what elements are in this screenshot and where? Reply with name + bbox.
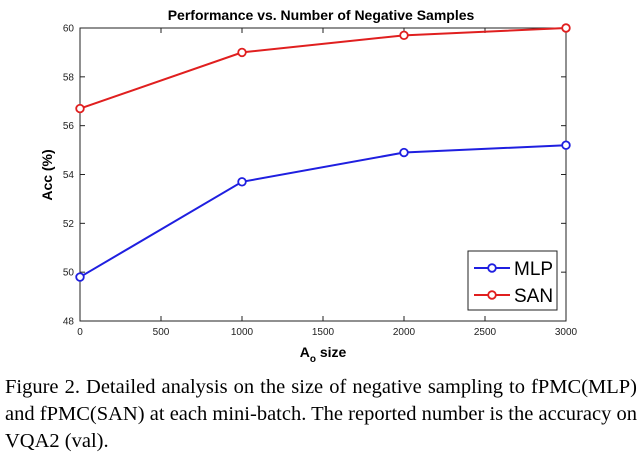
y-tick-label: 60	[63, 24, 75, 35]
data-point-san	[561, 23, 571, 33]
series-line-san	[79, 27, 567, 110]
legend: MLP SAN	[467, 250, 558, 311]
x-tick-label: 500	[153, 327, 170, 338]
data-point-san	[237, 47, 247, 58]
y-tick-label: 54	[63, 170, 75, 181]
chart-title: Performance vs. Number of Negative Sampl…	[168, 7, 475, 23]
y-axis-label: Acc (%)	[39, 149, 55, 200]
x-tick-label: 1000	[231, 327, 254, 338]
data-point-mlp	[399, 147, 409, 158]
x-axis-label: Ao size	[300, 344, 347, 365]
x-tick-label: 3000	[555, 327, 578, 338]
data-point-mlp	[237, 177, 247, 187]
x-tick-label: 1500	[312, 327, 335, 338]
legend-marker-mlp	[487, 263, 497, 273]
data-point-san	[75, 103, 85, 114]
data-point-san	[399, 30, 409, 41]
data-point-mlp	[561, 140, 571, 150]
legend-label-san: SAN	[514, 286, 553, 307]
legend-marker-san	[487, 290, 497, 300]
y-tick-label: 58	[63, 72, 75, 83]
y-tick-label: 50	[63, 268, 75, 279]
x-tick-label: 2000	[393, 327, 416, 338]
data-point-mlp	[75, 272, 85, 282]
axis-ticks: 0 500 1000 1500 2000 2500 3000 48 50 52 54 56 58 60	[63, 24, 578, 339]
x-tick-label: 0	[77, 327, 83, 338]
y-tick-label: 48	[63, 317, 75, 328]
line-chart: Performance vs. Number of Negative Sampl…	[39, 7, 578, 365]
x-axis-label-rest: size	[316, 344, 347, 360]
x-axis-label-main: A	[300, 344, 310, 360]
series-layer	[75, 23, 571, 282]
x-axis-label-sub: o	[310, 354, 316, 365]
legend-label-mlp: MLP	[514, 259, 553, 280]
y-tick-label: 52	[63, 219, 75, 230]
figure-caption: Figure 2. Detailed analysis on the size …	[5, 376, 637, 452]
x-tick-label: 2500	[474, 327, 497, 338]
legend-box	[467, 250, 558, 311]
series-line-mlp	[79, 144, 567, 278]
y-tick-label: 56	[63, 121, 75, 132]
